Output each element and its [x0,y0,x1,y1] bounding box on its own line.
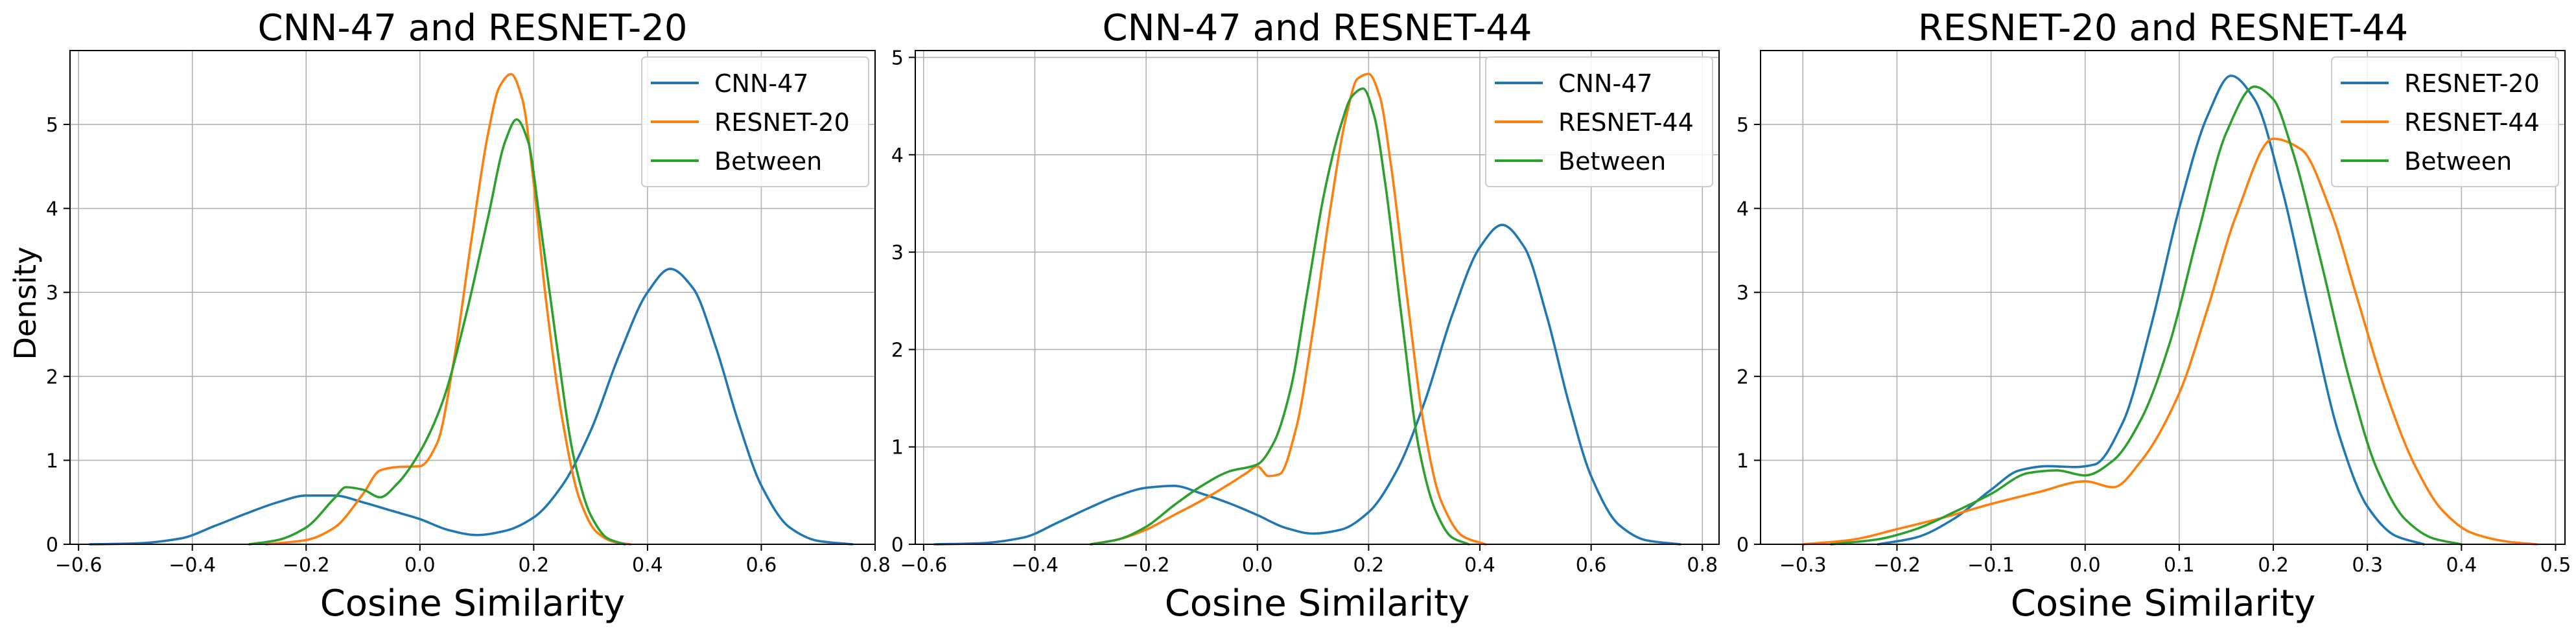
y-tick-label: 4 [46,198,58,221]
axes-frame [915,50,1720,545]
x-tick-label: 0.0 [404,554,436,577]
panel-2-plot: −0.6 −0.4 −0.2 0.0 0.2 0.4 0.6 0.8 0 1 2 3 4 5 CNN-47 R… [891,47,1720,577]
legend-label: CNN-47 [714,69,808,98]
y-tick-label: 4 [891,144,904,167]
x-tick-label: −0.4 [169,554,216,577]
panel-2-xlabel: Cosine Similarity [1165,583,1470,625]
legend-label: Between [1558,147,1666,176]
legend: RESNET-20 RESNET-44 Between [2331,56,2559,187]
legend-label: RESNET-44 [2404,108,2540,137]
y-tick-label: 1 [891,437,904,459]
legend: CNN-47 RESNET-44 Between [1485,56,1713,187]
axes-frame [69,50,876,545]
x-tick-label: 0.5 [2540,554,2571,577]
legend-label: RESNET-44 [1558,108,1694,137]
series-line-between [248,118,626,546]
x-tick-label: −0.2 [283,554,330,577]
x-tick-label: 0.6 [1576,554,1607,577]
x-tick-label: 0.6 [746,554,777,577]
series-line-between [1089,87,1470,546]
y-tick-label: 5 [891,47,904,70]
panel-2: CNN-47 and RESNET-44 Cosine Similarity [1103,7,1532,625]
x-tick-label: 0.2 [1353,554,1385,577]
y-tick-label: 1 [46,450,58,472]
panel-2-title: CNN-47 and RESNET-44 [1103,7,1532,49]
x-tick-label: −0.4 [1011,554,1059,577]
x-tick-label: 0.4 [1464,554,1495,577]
legend-label: RESNET-20 [2404,69,2540,98]
y-tick-label: 2 [1737,366,1749,389]
x-tick-label: −0.2 [1123,554,1170,577]
panel-3-xlabel: Cosine Similarity [2011,583,2316,625]
y-tick-label: 0 [46,534,58,557]
x-tick-label: −0.2 [1873,554,1921,577]
x-tick-label: 0.8 [860,554,891,577]
legend-box [2331,56,2559,187]
legend-label: RESNET-20 [714,108,850,137]
x-tick-label: 0.8 [1687,554,1718,577]
y-tick-label: 5 [1737,114,1749,137]
x-tick-label: 0.4 [632,554,663,577]
axes-frame [1760,50,2566,545]
x-tick-label: 0.2 [518,554,549,577]
legend-box [641,56,869,187]
series-line-between [1830,85,2463,546]
x-tick-label: −0.6 [900,554,947,577]
series-line-resnet-20 [1877,75,2426,546]
x-tick-label: 0.3 [2352,554,2383,577]
panel-3-plot: −0.3 −0.2 −0.1 0.0 0.1 0.2 0.3 0.4 0.5 0 1 2 3 4 5 RESN… [1737,50,2571,577]
legend-label: Between [2404,147,2512,176]
legend-label: CNN-47 [1558,69,1652,98]
panel-1-ylabel: Density [8,247,43,360]
series-line-resnet-44 [1801,137,2538,546]
x-tick-label: 0.0 [1242,554,1273,577]
x-tick-label: 0.1 [2164,554,2195,577]
x-tick-label: 0.0 [2070,554,2101,577]
y-tick-label: 5 [46,114,58,137]
y-tick-label: 2 [46,366,58,389]
y-tick-label: 2 [891,339,904,362]
y-tick-label: 4 [1737,198,1749,221]
x-tick-label: −0.6 [55,554,102,577]
x-tick-label: 0.4 [2446,554,2477,577]
series-line-resnet-20 [265,73,632,546]
series-line-cnn-47 [88,268,854,546]
panel-3: RESNET-20 and RESNET-44 Cosine Similarit… [1918,7,2408,625]
legend-label: Between [714,147,822,176]
y-tick-label: 0 [891,534,904,557]
x-tick-label: −0.3 [1779,554,1827,577]
y-tick-label: 3 [46,282,58,305]
x-tick-label: 0.2 [2258,554,2289,577]
panel-1-title: CNN-47 and RESNET-20 [258,7,688,49]
legend-box [1485,56,1713,187]
y-tick-label: 0 [1737,534,1749,557]
panel-1-plot: −0.6 −0.4 −0.2 0.0 0.2 0.4 0.6 0.8 0 1 2 3 4 5 CNN-47 R… [46,50,891,577]
y-tick-label: 1 [1737,450,1749,472]
x-tick-label: −0.1 [1967,554,2015,577]
y-tick-label: 3 [1737,282,1749,305]
y-tick-label: 3 [891,242,904,264]
panel-1: CNN-47 and RESNET-20 Cosine Similarity D… [8,7,687,625]
panel-1-xlabel: Cosine Similarity [320,583,626,625]
series-line-resnet-44 [1089,73,1487,546]
panel-3-title: RESNET-20 and RESNET-44 [1918,7,2408,49]
legend: CNN-47 RESNET-20 Between [641,56,869,187]
series-line-cnn-47 [933,224,1681,546]
